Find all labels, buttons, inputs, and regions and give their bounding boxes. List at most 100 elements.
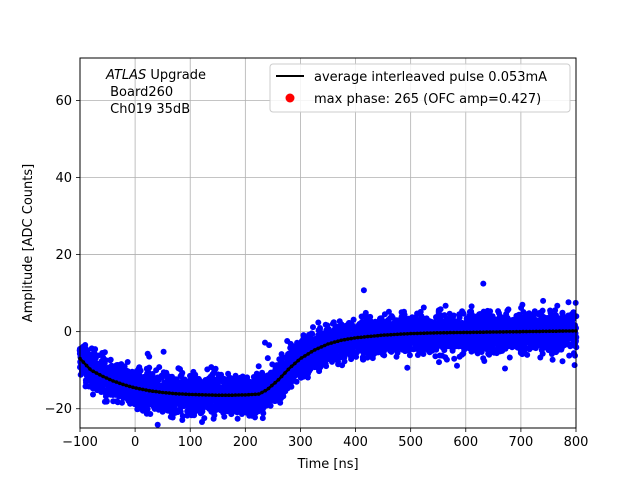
average-pulse-point	[283, 371, 287, 375]
average-pulse-point	[448, 330, 453, 335]
scatter-point	[267, 402, 274, 409]
x-tick-label: 600	[453, 435, 478, 450]
average-pulse-point	[227, 393, 231, 398]
scatter-point	[549, 356, 556, 363]
average-pulse-point	[395, 332, 400, 337]
scatter-point	[451, 355, 458, 362]
average-pulse-point	[389, 332, 393, 337]
average-pulse-point	[441, 330, 446, 335]
average-pulse-point	[541, 329, 545, 334]
scatter-point	[406, 352, 413, 359]
average-pulse-point	[445, 330, 449, 335]
scatter-point	[315, 319, 322, 326]
scatter-point	[442, 302, 449, 309]
scatter-point	[160, 348, 167, 355]
scatter-point	[149, 371, 156, 377]
average-pulse-point	[88, 367, 92, 371]
scatter-point	[137, 367, 144, 374]
scatter-point	[505, 306, 512, 313]
average-pulse-point	[385, 333, 390, 337]
scatter-point	[443, 356, 450, 363]
scatter-point	[211, 412, 218, 419]
average-pulse-point	[537, 329, 542, 334]
average-pulse-point	[293, 361, 297, 366]
scatter-point	[317, 325, 323, 331]
scatter-point	[554, 302, 561, 309]
scatter-point	[252, 414, 258, 421]
average-pulse-point	[306, 352, 311, 356]
average-pulse-point	[481, 330, 486, 335]
average-pulse-point	[412, 331, 416, 336]
average-pulse-point	[127, 384, 132, 389]
average-pulse-point	[372, 334, 377, 338]
scatter-point	[179, 369, 186, 376]
scatter-point	[385, 308, 392, 315]
average-pulse-point	[518, 329, 522, 334]
average-pulse-point	[369, 334, 373, 339]
average-pulse-point	[504, 330, 509, 334]
average-pulse-point	[164, 391, 168, 395]
average-pulse-point	[336, 339, 340, 344]
average-pulse-point	[263, 388, 268, 393]
scatter-point	[571, 362, 578, 369]
average-pulse-point	[81, 360, 86, 364]
average-pulse-point	[561, 329, 565, 333]
average-pulse-point	[498, 330, 502, 334]
average-pulse-point	[392, 332, 396, 337]
average-pulse-point	[137, 387, 142, 391]
scatter-point	[565, 299, 572, 306]
average-pulse-point	[177, 392, 181, 396]
average-pulse-point	[332, 340, 337, 344]
average-pulse-point	[144, 388, 148, 392]
scatter-point	[293, 378, 300, 385]
average-pulse-point	[157, 390, 162, 394]
scatter-point	[506, 354, 513, 361]
average-pulse-point	[465, 330, 469, 335]
average-pulse-point	[511, 330, 515, 334]
average-pulse-point	[101, 374, 105, 379]
average-pulse-point	[398, 332, 403, 336]
average-pulse-point	[544, 329, 548, 334]
average-pulse-point	[117, 381, 122, 386]
average-pulse-point	[534, 329, 539, 334]
scatter-point	[480, 280, 487, 287]
scatter-point	[234, 415, 241, 422]
average-pulse-point	[154, 389, 158, 394]
average-pulse-point	[326, 342, 330, 346]
scatter-point	[264, 355, 271, 362]
average-pulse-point	[365, 334, 370, 339]
average-pulse-point	[527, 329, 532, 334]
average-pulse-point	[379, 333, 383, 338]
average-pulse-point	[260, 390, 264, 395]
average-pulse-point	[253, 392, 258, 397]
average-pulse-point	[405, 332, 410, 336]
scatter-point	[255, 363, 262, 370]
scatter-point	[102, 357, 109, 364]
average-pulse-point	[220, 393, 224, 398]
average-pulse-point	[362, 335, 367, 339]
scatter-point	[259, 415, 266, 422]
average-pulse-point	[488, 330, 492, 334]
x-tick-label: 0	[131, 435, 139, 450]
average-pulse-point	[276, 378, 281, 382]
average-pulse-point	[131, 385, 135, 390]
scatter-point	[221, 413, 228, 420]
average-pulse-point	[554, 329, 558, 334]
average-pulse-point	[425, 331, 430, 335]
average-pulse-point	[342, 337, 347, 342]
average-pulse-point	[415, 331, 420, 336]
average-pulse-point	[160, 390, 165, 395]
average-pulse-point	[270, 383, 274, 388]
average-pulse-point	[432, 331, 436, 335]
average-pulse-point	[279, 374, 284, 379]
scatter-point	[350, 316, 357, 323]
scatter-point	[437, 306, 444, 313]
scatter-point	[572, 352, 578, 359]
average-pulse-point	[296, 358, 301, 363]
scatter-point	[208, 402, 215, 409]
average-pulse-point	[567, 329, 572, 333]
scatter-point	[127, 400, 134, 407]
x-tick-label: 400	[343, 435, 368, 450]
scatter-point	[323, 363, 330, 370]
scatter-point	[232, 372, 239, 379]
